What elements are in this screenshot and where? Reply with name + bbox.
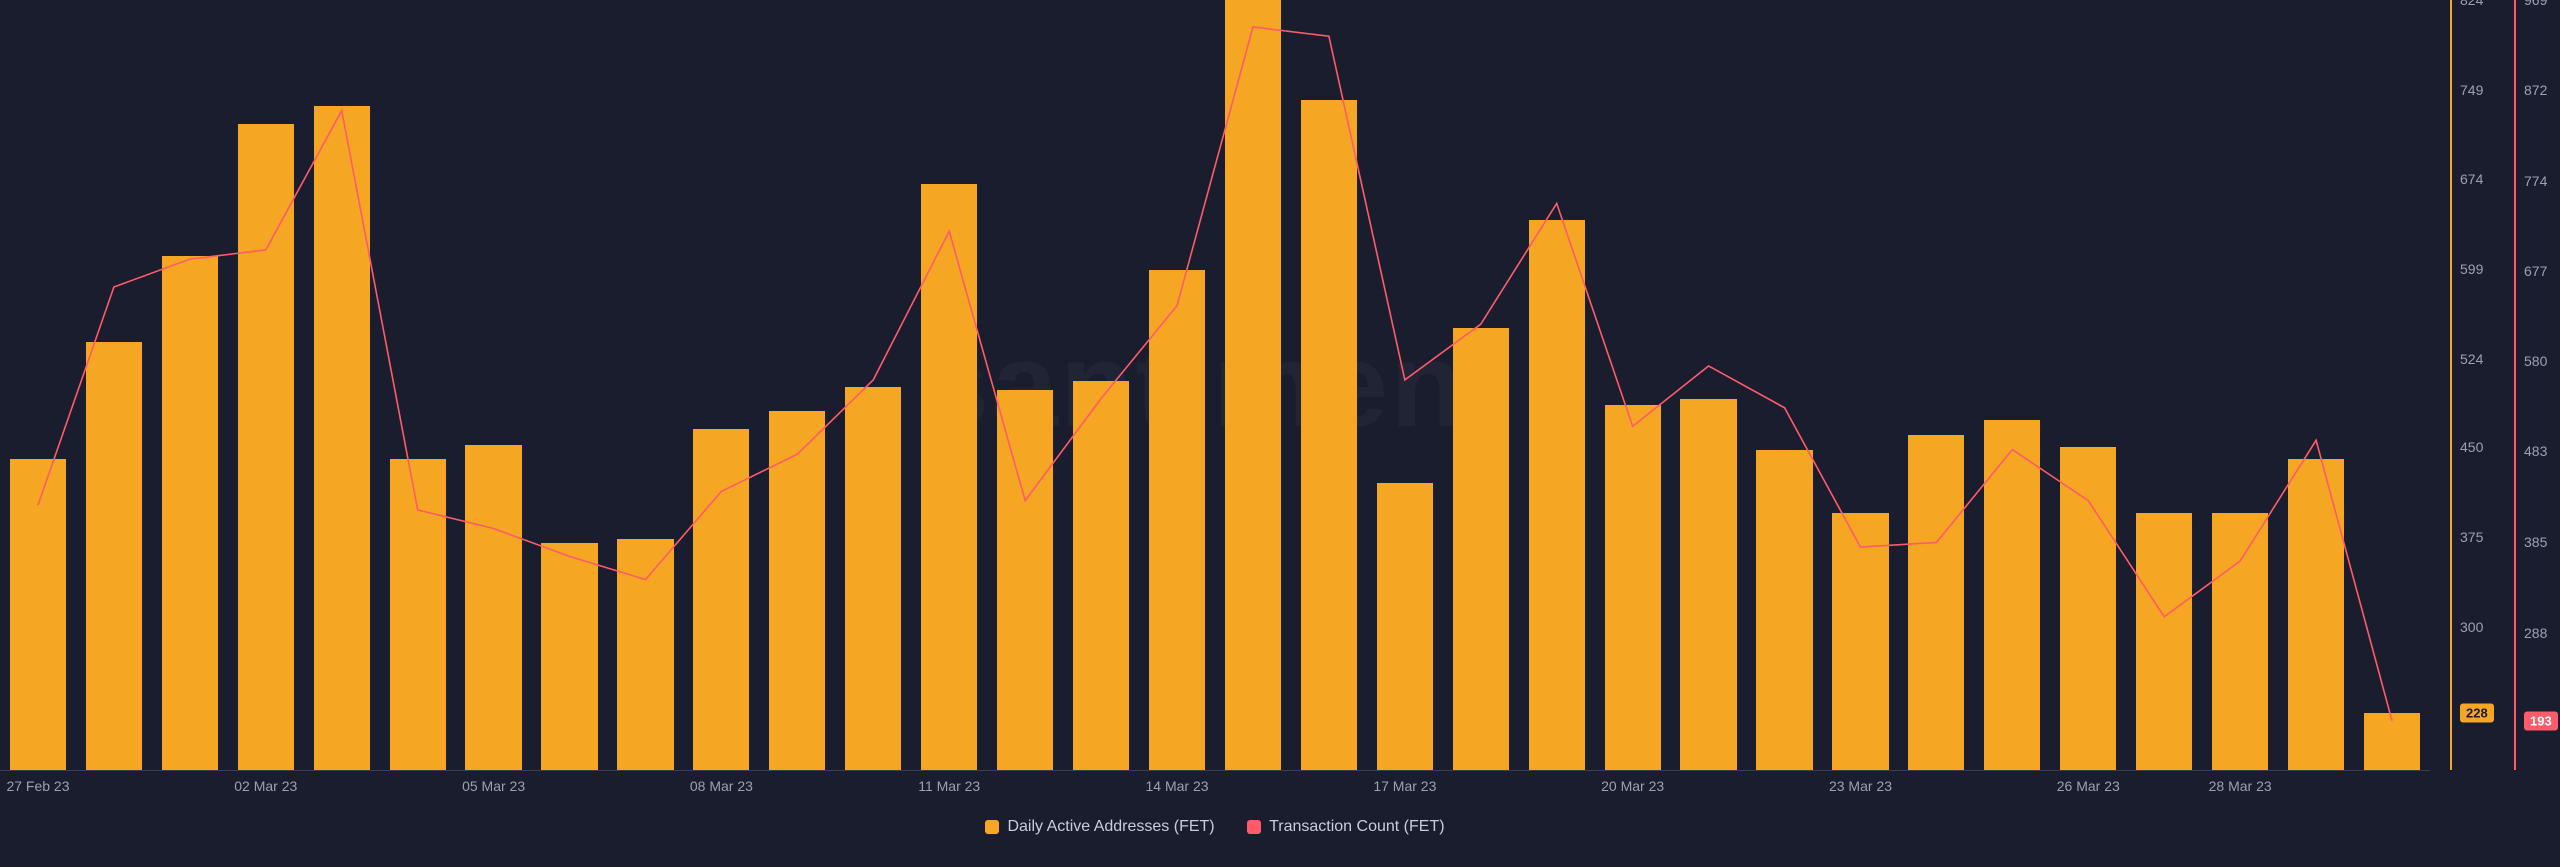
- x-tick-label: 20 Mar 23: [1601, 778, 1664, 794]
- x-tick-label: 02 Mar 23: [234, 778, 297, 794]
- x-tick-label: 28 Mar 23: [2209, 778, 2272, 794]
- line-y-tick: 483: [2524, 443, 2547, 459]
- bar-y-tick: 450: [2460, 439, 2483, 455]
- x-tick-label: 14 Mar 23: [1146, 778, 1209, 794]
- bar-value-badge: 228: [2460, 703, 2494, 722]
- legend-item-line: Transaction Count (FET): [1247, 818, 1444, 836]
- legend-swatch-line: [1247, 820, 1261, 834]
- legend-item-bars: Daily Active Addresses (FET): [985, 818, 1214, 836]
- x-tick-label: 17 Mar 23: [1373, 778, 1436, 794]
- x-tick-label: 05 Mar 23: [462, 778, 525, 794]
- bar-y-tick: 749: [2460, 82, 2483, 98]
- bar-y-tick: 824: [2460, 0, 2483, 8]
- x-axis-baseline: [0, 770, 2430, 771]
- x-axis-labels: 27 Feb 23 02 Mar 23 05 Mar 23 08 Mar 23 11 M…: [0, 778, 2430, 798]
- line-y-tick: 385: [2524, 534, 2547, 550]
- legend-swatch-bars: [985, 820, 999, 834]
- x-tick-label: 11 Mar 23: [918, 778, 980, 794]
- line-y-tick: 288: [2524, 625, 2547, 641]
- line-layer: [0, 0, 2430, 770]
- bar-y-tick: 300: [2460, 619, 2483, 635]
- legend: Daily Active Addresses (FET) Transaction…: [0, 818, 2430, 839]
- bar-y-tick: 524: [2460, 351, 2483, 367]
- x-tick-label: 27 Feb 23: [6, 778, 69, 794]
- line-axis-line: [2514, 0, 2516, 770]
- legend-label-line: Transaction Count (FET): [1269, 818, 1444, 836]
- line-value-badge: 193: [2524, 711, 2558, 730]
- transaction-line: [38, 27, 2392, 721]
- line-y-tick: 580: [2524, 353, 2547, 369]
- bar-axis-line: [2450, 0, 2452, 770]
- x-tick-label: 08 Mar 23: [690, 778, 753, 794]
- bar-y-tick: 599: [2460, 261, 2483, 277]
- x-tick-label: 26 Mar 23: [2057, 778, 2120, 794]
- bar-y-tick: 674: [2460, 171, 2483, 187]
- bar-y-tick: 375: [2460, 529, 2483, 545]
- line-y-tick: 774: [2524, 173, 2547, 189]
- x-tick-label: 23 Mar 23: [1829, 778, 1892, 794]
- line-y-tick: 872: [2524, 82, 2547, 98]
- line-y-tick: 969: [2524, 0, 2547, 8]
- chart-plot-area: santiment: [0, 0, 2430, 770]
- line-y-tick: 677: [2524, 263, 2547, 279]
- legend-label-bars: Daily Active Addresses (FET): [1007, 818, 1214, 836]
